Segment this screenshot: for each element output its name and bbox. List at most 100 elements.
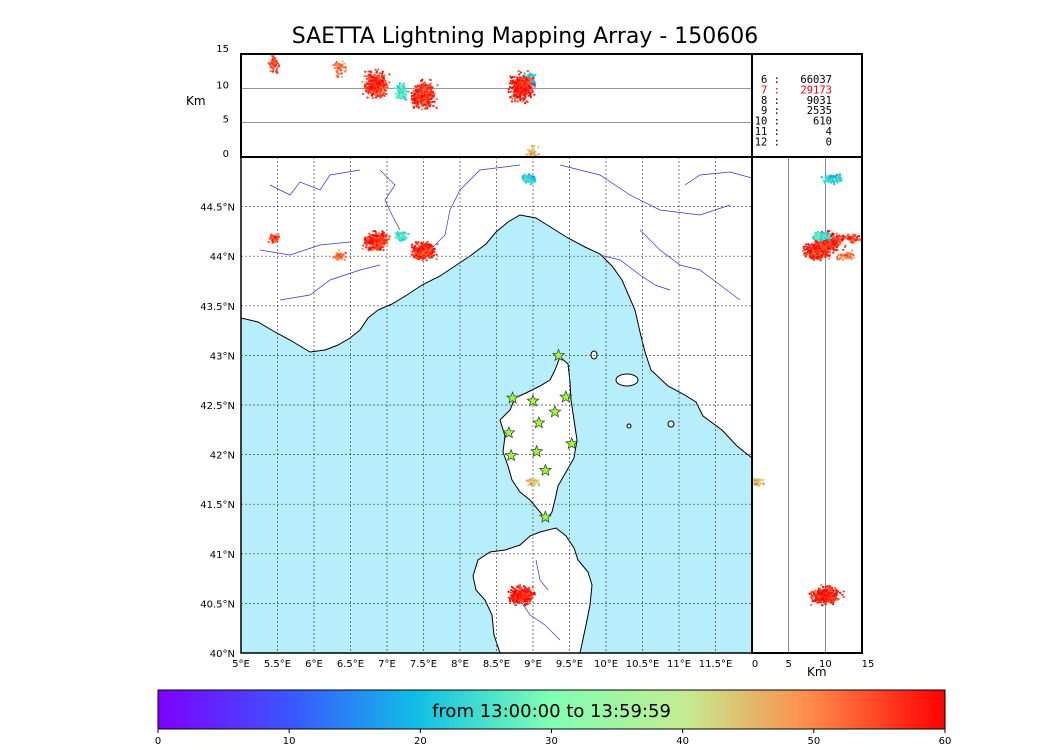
lightning-source [859, 239, 862, 242]
lightning-source [810, 256, 814, 259]
lightning-source [817, 595, 820, 598]
station-count-value: 4 [826, 126, 832, 138]
lightning-source [526, 100, 529, 104]
latitude-tick: 40.5°N [200, 599, 235, 610]
lightning-source [432, 90, 435, 94]
lightning-source [383, 74, 386, 77]
colorbar-label: from 13:00:00 to 13:59:59 [432, 701, 671, 722]
lightning-source [383, 237, 386, 240]
lightning-source [512, 91, 515, 94]
station-star-icon [538, 463, 553, 477]
longitude-tick: 7.5°E [410, 659, 437, 670]
lightning-source [376, 76, 379, 79]
lightning-source [516, 77, 519, 80]
lightning-source [830, 593, 833, 597]
lightning-source [528, 85, 531, 88]
lightning-source [850, 235, 853, 238]
lightning-source [378, 72, 381, 75]
lightning-source [412, 105, 415, 108]
lightning-source [388, 81, 391, 84]
lightning-source [814, 240, 817, 244]
lightning-source [823, 232, 827, 235]
lightning-source [370, 93, 374, 96]
lightning-source [528, 179, 531, 182]
station-count-stations: 12 : [755, 136, 780, 148]
lightning-source [368, 87, 371, 90]
lightning-source [277, 235, 281, 238]
lightning-source [383, 94, 386, 98]
lightning-source [379, 84, 382, 88]
lightning-source [522, 585, 526, 588]
lightning-source [380, 85, 384, 88]
lightning-source [839, 256, 842, 260]
lightning-source [366, 96, 369, 99]
lightning-source [419, 88, 423, 92]
lightning-source [515, 93, 518, 96]
lightning-source [334, 256, 337, 259]
lightning-source [367, 248, 370, 252]
lightning-source [817, 244, 820, 247]
lightning-source [831, 596, 834, 600]
lightning-source [274, 59, 278, 62]
colorbar-tick-label: 50 [807, 736, 820, 747]
lightning-source [367, 83, 370, 86]
lightning-source [533, 93, 536, 96]
lightning-source [828, 584, 831, 588]
lightning-source [334, 64, 337, 67]
elba-island [615, 373, 639, 387]
lightning-source [835, 245, 838, 249]
lightning-source [272, 56, 275, 59]
lightning-source [379, 78, 382, 82]
lightning-source [852, 253, 855, 257]
lightning-source [815, 246, 818, 249]
lightning-source [515, 593, 518, 596]
lightning-source [382, 249, 385, 252]
lightning-source [835, 235, 839, 238]
lightning-source [811, 598, 814, 601]
lightning-source [374, 83, 377, 86]
lightning-source [537, 146, 540, 150]
lightning-source [834, 586, 837, 589]
lightning-source [518, 76, 521, 79]
lightning-source [534, 73, 537, 76]
lightning-source [818, 253, 821, 256]
lightning-source [806, 251, 809, 254]
lightning-source [388, 235, 391, 238]
lightning-source [531, 480, 534, 483]
lightning-source [267, 241, 270, 244]
lightning-source [433, 100, 436, 103]
lightning-source [377, 85, 380, 89]
colorbar-tick-label: 60 [939, 736, 952, 747]
lightning-source [335, 251, 338, 254]
lightning-source [421, 104, 424, 107]
lightning-source [413, 247, 416, 250]
lightning-source [423, 81, 426, 84]
lightning-source [423, 246, 426, 249]
lightning-source [277, 233, 280, 236]
lightning-sources-latitude [752, 173, 862, 607]
lightning-source [524, 598, 527, 601]
lightning-source [842, 595, 845, 599]
lightning-source [413, 256, 416, 259]
longitude-tick: 6.5°E [337, 659, 364, 670]
lightning-source [370, 79, 373, 82]
lightning-source [833, 244, 836, 247]
lightning-source [373, 234, 376, 237]
lightning-source [377, 236, 380, 239]
lightning-source [432, 104, 435, 108]
lightning-source [429, 103, 432, 107]
lightning-source [380, 233, 384, 236]
lightning-source [516, 95, 519, 98]
station-star-icon [504, 448, 518, 462]
lightning-source [528, 75, 531, 78]
lightning-source [819, 251, 822, 254]
lightning-source [421, 246, 424, 249]
lightning-source [344, 251, 347, 254]
lightning-source [528, 77, 531, 81]
lightning-source [432, 95, 435, 98]
lightning-source [827, 247, 830, 250]
lightning-source [373, 243, 376, 246]
lightning-source [819, 245, 822, 248]
station-star-icon [551, 348, 566, 362]
lightning-source [509, 589, 513, 592]
